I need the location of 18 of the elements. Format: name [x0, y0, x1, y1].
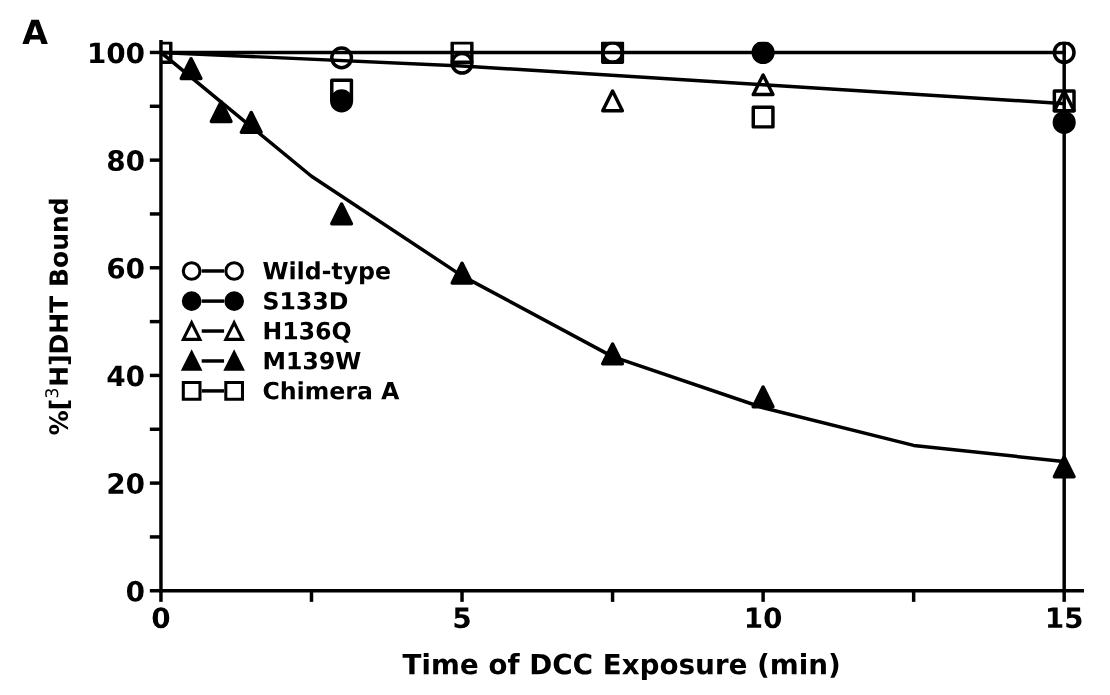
legend-label: Wild-type	[263, 261, 390, 285]
y-tick-label: 0	[126, 580, 144, 602]
legend-label: M139W	[264, 351, 361, 370]
text: A	[22, 19, 48, 44]
x-tick-label: 10	[746, 607, 782, 629]
legend-label: S133D	[264, 291, 348, 310]
y-tick-label: 80	[108, 150, 144, 172]
x-tick-label: 15	[1047, 607, 1082, 629]
y-tick-label: 40	[107, 365, 144, 387]
y-tick-label: 100	[90, 42, 144, 64]
x-axis-title: Time of DCC Exposure (min)	[402, 653, 839, 680]
legend-label: H136Q	[264, 321, 351, 343]
y-tick-label: 20	[108, 473, 144, 495]
x-tick-label: 0	[152, 607, 170, 629]
legend-label: Chimera A	[263, 381, 400, 400]
y-tick-label: 60	[108, 257, 144, 279]
y-axis-title: %[$^{3}$H]DHT Bound	[45, 199, 72, 435]
x-tick-label: 5	[454, 607, 470, 629]
